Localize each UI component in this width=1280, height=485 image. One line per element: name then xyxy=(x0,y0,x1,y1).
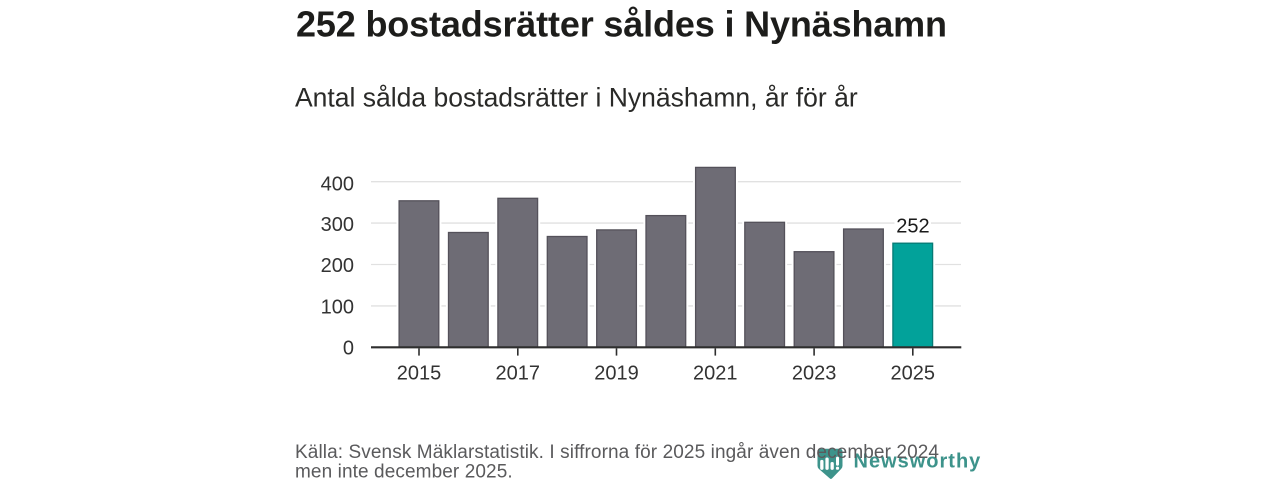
svg-text:2023: 2023 xyxy=(792,363,837,385)
svg-text:2025: 2025 xyxy=(891,363,936,385)
svg-text:2021: 2021 xyxy=(693,363,738,385)
svg-text:0: 0 xyxy=(343,337,354,359)
svg-text:Källa: Svensk Mäklarstatistik.: Källa: Svensk Mäklarstatistik. I siffror… xyxy=(295,442,939,463)
svg-text:400: 400 xyxy=(321,174,354,196)
svg-text:252: 252 xyxy=(896,215,929,237)
svg-text:2017: 2017 xyxy=(496,363,541,385)
svg-text:Antal sålda bostadsrätter i Ny: Antal sålda bostadsrätter i Nynäshamn, å… xyxy=(295,82,858,112)
svg-text:2019: 2019 xyxy=(594,363,639,385)
svg-text:300: 300 xyxy=(321,214,354,236)
svg-text:Newsworthy: Newsworthy xyxy=(854,450,982,472)
svg-text:men inte december 2025.: men inte december 2025. xyxy=(295,462,513,480)
svg-text:200: 200 xyxy=(321,255,354,277)
svg-text:2015: 2015 xyxy=(397,363,442,385)
svg-text:252 bostadsrätter såldes i Nyn: 252 bostadsrätter såldes i Nynäshamn xyxy=(296,3,947,44)
svg-text:100: 100 xyxy=(321,297,354,319)
